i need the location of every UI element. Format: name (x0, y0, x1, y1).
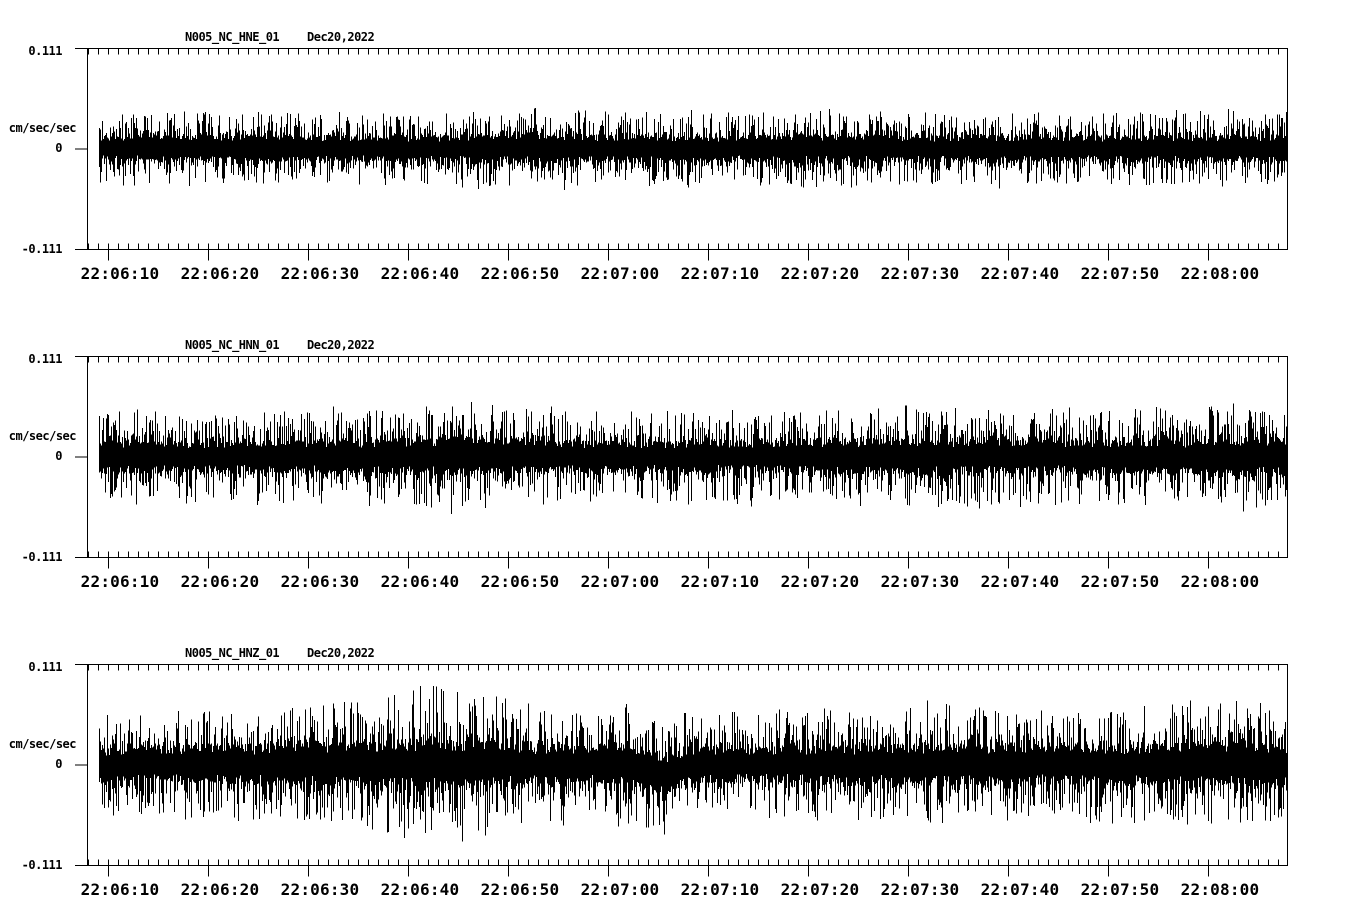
x-tick-label: 22:07:50 (1080, 264, 1160, 283)
trace-3-ymin-label: -0.111 (21, 858, 63, 872)
x-tick-label: 22:06:40 (380, 880, 460, 899)
x-tick-label: 22:06:20 (180, 264, 260, 283)
x-tick-label: 22:07:40 (980, 880, 1060, 899)
trace-1-date: Dec20,2022 (307, 30, 375, 44)
x-tick-label: 22:07:10 (680, 264, 760, 283)
x-tick-label: 22:07:40 (980, 572, 1060, 591)
trace-3-ymax-label: 0.111 (28, 660, 62, 674)
trace-1-yunit-label: cm/sec/sec (8, 121, 77, 135)
x-tick-label: 22:07:50 (1080, 880, 1160, 899)
trace-1-title: N005_NC_HNE_01 (185, 30, 280, 44)
x-tick-label: 22:07:30 (880, 264, 960, 283)
x-tick-label: 22:06:50 (480, 572, 560, 591)
x-tick-label: 22:06:40 (380, 572, 460, 591)
x-tick-label: 22:07:20 (780, 572, 860, 591)
x-tick-label: 22:06:10 (80, 880, 160, 899)
x-tick-label: 22:07:30 (880, 572, 960, 591)
trace-2-yunit-label: cm/sec/sec (8, 429, 77, 443)
trace-1-yzero-label: 0 (55, 141, 62, 155)
x-tick-label: 22:06:30 (280, 880, 360, 899)
trace-3-date: Dec20,2022 (307, 646, 375, 660)
x-tick-label: 22:06:30 (280, 572, 360, 591)
x-tick-label: 22:07:20 (780, 264, 860, 283)
x-tick-label: 22:07:20 (780, 880, 860, 899)
x-tick-label: 22:06:20 (180, 572, 260, 591)
x-tick-label: 22:07:40 (980, 264, 1060, 283)
x-tick-label: 22:06:40 (380, 264, 460, 283)
trace-3-yzero-label: 0 (55, 757, 62, 771)
x-tick-label: 22:06:30 (280, 264, 360, 283)
trace-3-title: N005_NC_HNZ_01 (185, 646, 280, 660)
x-tick-label: 22:07:30 (880, 880, 960, 899)
x-tick-label: 22:07:00 (580, 572, 660, 591)
x-tick-label: 22:08:00 (1180, 264, 1260, 283)
x-tick-label: 22:06:10 (80, 264, 160, 283)
x-tick-label: 22:06:10 (80, 572, 160, 591)
x-tick-label: 22:07:00 (580, 880, 660, 899)
x-tick-label: 22:08:00 (1180, 572, 1260, 591)
trace-2-date: Dec20,2022 (307, 338, 375, 352)
x-tick-label: 22:08:00 (1180, 880, 1260, 899)
x-tick-label: 22:06:20 (180, 880, 260, 899)
x-tick-label: 22:06:50 (480, 264, 560, 283)
x-tick-label: 22:07:10 (680, 880, 760, 899)
trace-3-yunit-label: cm/sec/sec (8, 737, 77, 751)
trace-2-ymax-label: 0.111 (28, 352, 62, 366)
x-tick-label: 22:07:50 (1080, 572, 1160, 591)
x-tick-label: 22:07:00 (580, 264, 660, 283)
trace-2-yzero-label: 0 (55, 449, 62, 463)
trace-1-ymax-label: 0.111 (28, 44, 62, 58)
trace-2-ymin-label: -0.111 (21, 550, 63, 564)
trace-1-ymin-label: -0.111 (21, 242, 63, 256)
x-tick-label: 22:06:50 (480, 880, 560, 899)
x-tick-label: 22:07:10 (680, 572, 760, 591)
trace-2-title: N005_NC_HNN_01 (185, 338, 280, 352)
